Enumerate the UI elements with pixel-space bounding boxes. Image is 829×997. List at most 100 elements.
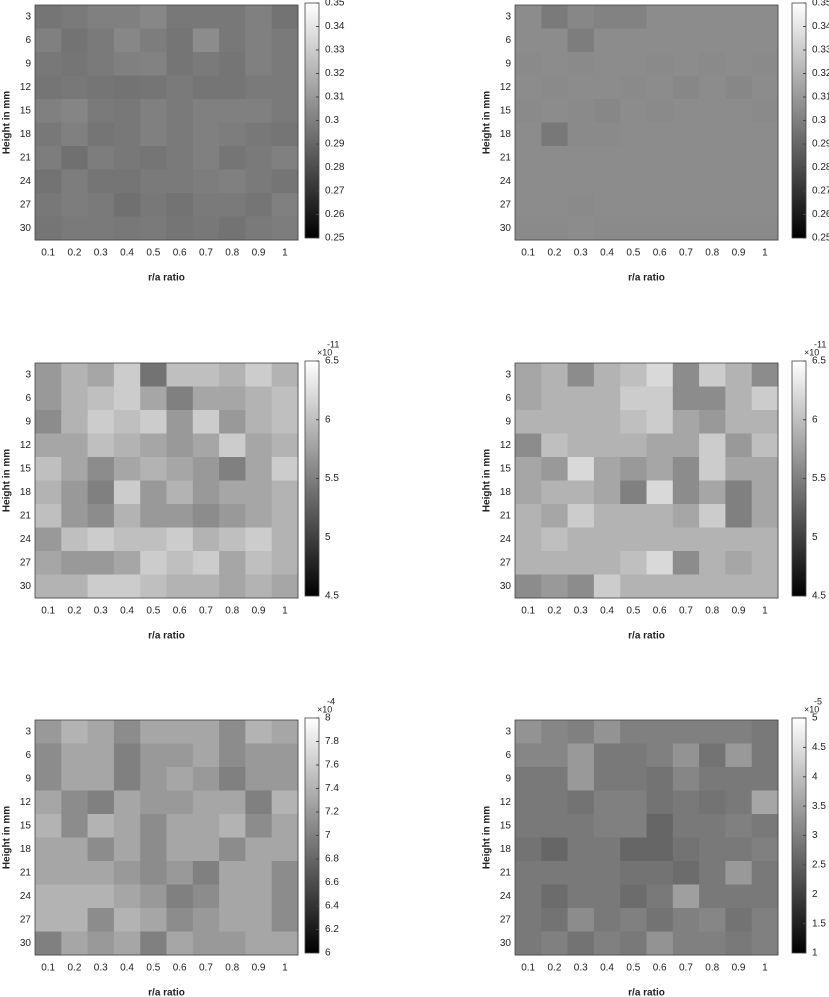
heatmap-cell [541, 193, 569, 217]
heatmap-cell [515, 767, 542, 791]
heatmap-cell [751, 457, 779, 481]
heatmap-cell [725, 814, 753, 838]
x-tick-label: 0.9 [732, 248, 746, 259]
y-tick-label: 21 [20, 867, 32, 878]
heatmap-cell [113, 433, 141, 458]
x-tick-label: 0.1 [521, 248, 535, 259]
heatmap-cell [61, 28, 89, 53]
heatmap-cell [593, 28, 621, 53]
heatmap-cell [271, 574, 299, 599]
heatmap-cell [699, 99, 726, 123]
colorbar-tick-label: 6.8 [325, 854, 339, 865]
heatmap-cell [87, 52, 115, 76]
heatmap-cell [219, 480, 246, 505]
heatmap-cell [567, 433, 595, 458]
heatmap-cell [192, 146, 220, 170]
heatmap-cell [113, 28, 141, 53]
heatmap-cell [35, 814, 62, 838]
heatmap-cell [541, 790, 569, 815]
colorbar-tick-label: 0.32 [812, 68, 829, 79]
x-tick-label: 0.2 [67, 606, 81, 617]
x-tick-label: 0.9 [252, 606, 266, 617]
colorbar-tick-label: 0.26 [325, 209, 345, 220]
heatmap-cell [140, 169, 167, 194]
heatmap-cell [166, 908, 194, 932]
heatmap-cell [725, 908, 753, 932]
x-tick-label: 0.9 [252, 248, 266, 259]
heatmap-cell [593, 146, 621, 170]
y-tick-label: 27 [500, 199, 512, 210]
heatmap-cell [271, 743, 299, 768]
heatmap-cell [219, 861, 246, 885]
heatmap-cell [245, 861, 273, 885]
heatmap-cell [140, 480, 167, 505]
heatmap-cell [219, 574, 246, 599]
heatmap-cell [219, 216, 246, 241]
heatmap-cell [567, 720, 595, 744]
colorbar-tick-label: 5.5 [325, 473, 339, 484]
y-axis-label: Height in mm [2, 91, 13, 154]
y-tick-label: 30 [20, 223, 32, 234]
plot-frame [34, 362, 299, 599]
heatmap-cell [751, 551, 779, 575]
colorbar-tick-label: 0.33 [812, 45, 829, 56]
colorbar-tick-label: 5 [812, 532, 818, 543]
heatmap-cell [35, 743, 62, 768]
heatmap-cell [751, 861, 779, 885]
y-tick-label: 18 [20, 129, 32, 140]
heatmap-cell [646, 433, 674, 458]
y-tick-label: 12 [20, 82, 32, 93]
heatmap-cell [725, 146, 753, 170]
heatmap-cell [515, 146, 542, 170]
heatmap-cell [271, 75, 299, 100]
heatmap-cell [192, 5, 220, 29]
heatmap-cell [61, 363, 89, 387]
heatmap-cell [192, 410, 220, 434]
heatmap-cell [113, 908, 141, 932]
y-tick-label: 9 [505, 58, 511, 69]
heatmap-cell [567, 5, 595, 29]
heatmap-cell [35, 527, 62, 552]
heatmap-cell [166, 790, 194, 815]
heatmap-cell [751, 410, 779, 434]
heatmap-cell [593, 814, 621, 838]
heatmap-cell [646, 386, 674, 411]
colorbar-tick-label: 4.5 [812, 591, 826, 602]
heatmap-cell [620, 837, 647, 862]
heatmap-cell [271, 216, 299, 241]
heatmap-cell [672, 884, 700, 909]
heatmap-cell [672, 767, 700, 791]
heatmap-cell [620, 433, 647, 458]
heatmap-cell [515, 504, 542, 528]
colorbar-tick-label: 0.34 [812, 21, 829, 32]
colorbar-tick-label: 4 [812, 771, 818, 782]
heatmap-cell [113, 861, 141, 885]
heatmap-cell [620, 386, 647, 411]
heatmap-cell [593, 884, 621, 909]
colorbar-tick-label: 0.29 [812, 139, 829, 150]
heatmap-cell [620, 99, 647, 123]
heatmap-cell [245, 122, 273, 147]
heatmap-cell [541, 75, 569, 100]
heatmap-cell [515, 861, 542, 885]
heatmap-cell [271, 433, 299, 458]
heatmap-cell [593, 75, 621, 100]
heatmap-cell [192, 193, 220, 217]
heatmap-cell [593, 122, 621, 147]
x-tick-label: 0.3 [94, 606, 108, 617]
heatmap-cell [672, 551, 700, 575]
x-tick-label: 0.4 [600, 248, 614, 259]
colorbar-tick-label: 4.5 [325, 591, 339, 602]
heatmap-cell [87, 551, 115, 575]
heatmap-cell [751, 574, 779, 599]
heatmap-cell [271, 28, 299, 53]
heatmap-cell [672, 363, 700, 387]
heatmap-cell [515, 193, 542, 217]
heatmap-cell [725, 99, 753, 123]
heatmap-cell [751, 75, 779, 100]
heatmap-cell [166, 457, 194, 481]
heatmap-cell [219, 410, 246, 434]
heatmap-cell [699, 743, 726, 768]
heatmap-cell [166, 504, 194, 528]
heatmap-cell [593, 743, 621, 768]
